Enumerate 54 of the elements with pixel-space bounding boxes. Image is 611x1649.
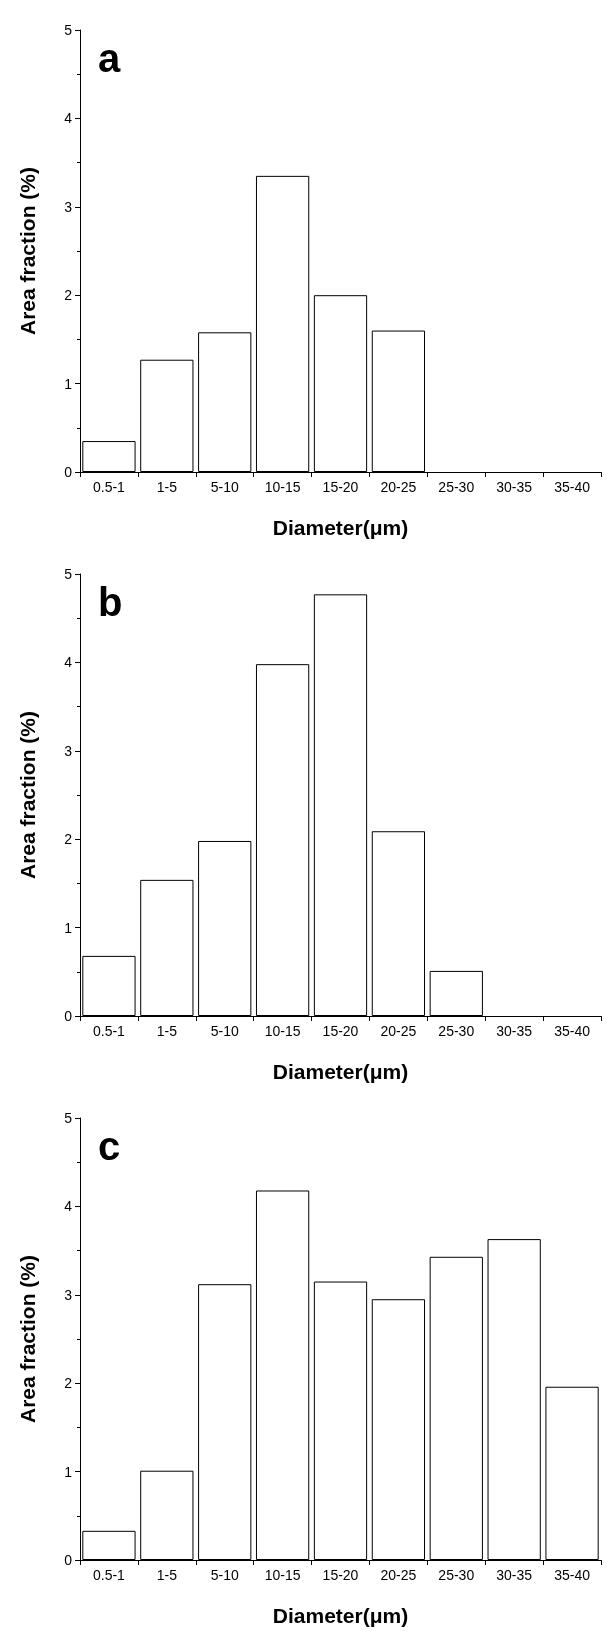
- chart-title: b: [98, 580, 123, 624]
- x-tick-label: 20-25: [380, 479, 417, 495]
- x-tick-label: 15-20: [322, 1567, 359, 1583]
- x-tick-label: 15-20: [322, 479, 359, 495]
- y-tick-label: 1: [64, 919, 73, 936]
- y-tick-label: 2: [64, 1375, 73, 1392]
- x-tick-label: 30-35: [496, 1023, 533, 1039]
- chart-title: c: [98, 1124, 121, 1168]
- x-tick-label: 25-30: [438, 479, 475, 495]
- x-tick-label: 20-25: [380, 1567, 417, 1583]
- y-tick-label: 5: [64, 22, 73, 38]
- x-tick-label: 0.5-1: [92, 1567, 126, 1583]
- y-axis-title: Area fraction (%): [16, 166, 39, 336]
- x-tick-label: 1-5: [156, 1567, 178, 1583]
- x-tick-label: 25-30: [438, 1023, 475, 1039]
- chart-title: a: [98, 36, 121, 80]
- y-tick-label: 4: [64, 110, 73, 127]
- x-axis-title: Diameter(μm): [272, 1604, 409, 1627]
- y-tick-label: 2: [64, 287, 73, 304]
- y-tick-label: 0: [64, 1008, 73, 1024]
- y-tick-label: 3: [64, 198, 73, 215]
- x-tick-label: 5-10: [210, 1023, 239, 1039]
- x-tick-label: 10-15: [264, 1023, 301, 1039]
- y-axis-title: Area fraction (%): [16, 1254, 39, 1424]
- x-tick-label: 5-10: [210, 1567, 239, 1583]
- y-tick-label: 1: [64, 1463, 73, 1480]
- x-tick-label: 1-5: [156, 1023, 178, 1039]
- y-tick-label: 2: [64, 831, 73, 848]
- x-tick-label: 5-10: [210, 479, 239, 495]
- x-tick-label: 10-15: [264, 1567, 301, 1583]
- x-tick-label: 35-40: [554, 1567, 591, 1583]
- y-tick-label: 4: [64, 1198, 73, 1215]
- x-tick-label: 15-20: [322, 1023, 359, 1039]
- y-tick-label: 0: [64, 1552, 73, 1568]
- x-tick-label: 35-40: [554, 1023, 591, 1039]
- y-tick-label: 5: [64, 1110, 73, 1126]
- y-tick-label: 3: [64, 1286, 73, 1303]
- y-tick-label: 5: [64, 566, 73, 582]
- y-tick-label: 3: [64, 742, 73, 759]
- x-tick-label: 0.5-1: [92, 1023, 126, 1039]
- x-tick-label: 35-40: [554, 479, 591, 495]
- x-tick-label: 10-15: [264, 479, 301, 495]
- y-tick-label: 1: [64, 375, 73, 392]
- y-axis-title: Area fraction (%): [16, 710, 39, 880]
- x-tick-label: 0.5-1: [92, 479, 126, 495]
- x-tick-label: 1-5: [156, 479, 178, 495]
- x-axis-title: Diameter(μm): [272, 1060, 409, 1083]
- x-tick-label: 30-35: [496, 1567, 533, 1583]
- x-axis-title: Diameter(μm): [272, 516, 409, 539]
- x-tick-label: 25-30: [438, 1567, 475, 1583]
- x-tick-label: 30-35: [496, 479, 533, 495]
- x-tick-label: 20-25: [380, 1023, 417, 1039]
- y-tick-label: 0: [64, 464, 73, 480]
- y-tick-label: 4: [64, 654, 73, 671]
